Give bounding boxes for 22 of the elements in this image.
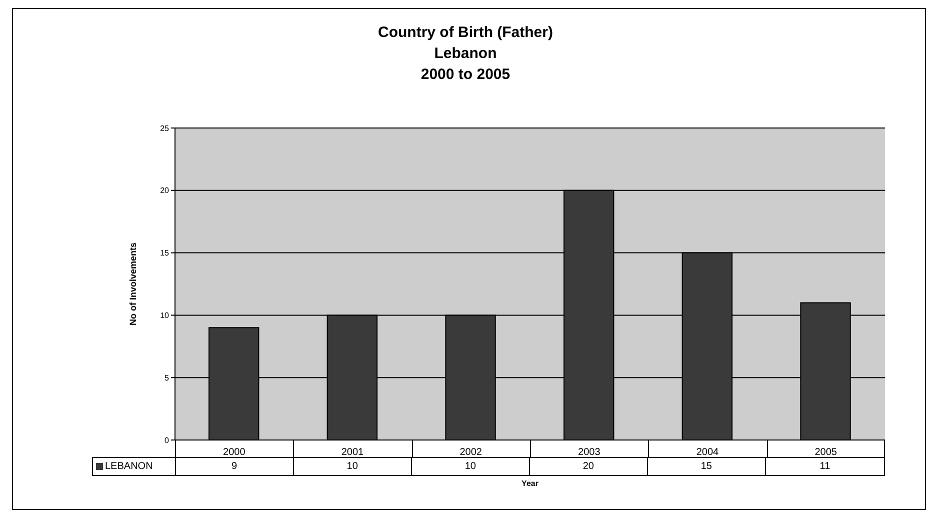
x-tick-label: 2000	[223, 447, 246, 458]
data-label: 10	[294, 458, 412, 475]
y-tick-label: 10	[160, 311, 170, 320]
x-tick-label: 2005	[814, 447, 838, 458]
data-label: 15	[648, 458, 766, 475]
data-label: 9	[176, 458, 294, 475]
x-tick-label: 2004	[696, 447, 720, 458]
y-tick-label: 5	[164, 373, 170, 382]
y-axis-title: No of Involvements	[128, 242, 138, 326]
data-label: 20	[530, 458, 648, 475]
chart-title: Country of Birth (Father) Lebanon 2000 to 2005	[377, 23, 554, 85]
x-axis-title: Year	[520, 479, 540, 488]
data-label: 10	[412, 458, 530, 475]
y-tick-label: 20	[160, 186, 170, 196]
data-label: 11	[818, 460, 832, 474]
y-tick-label: 0	[164, 436, 170, 445]
legend-label: LEBANON	[105, 461, 153, 472]
x-tick-label: 2003	[578, 447, 601, 458]
y-tick-label: 25	[160, 124, 170, 133]
y-tick-label: 15	[160, 248, 170, 258]
x-tick-label: 2001	[341, 447, 364, 458]
x-tick-label: 2002	[460, 447, 482, 458]
